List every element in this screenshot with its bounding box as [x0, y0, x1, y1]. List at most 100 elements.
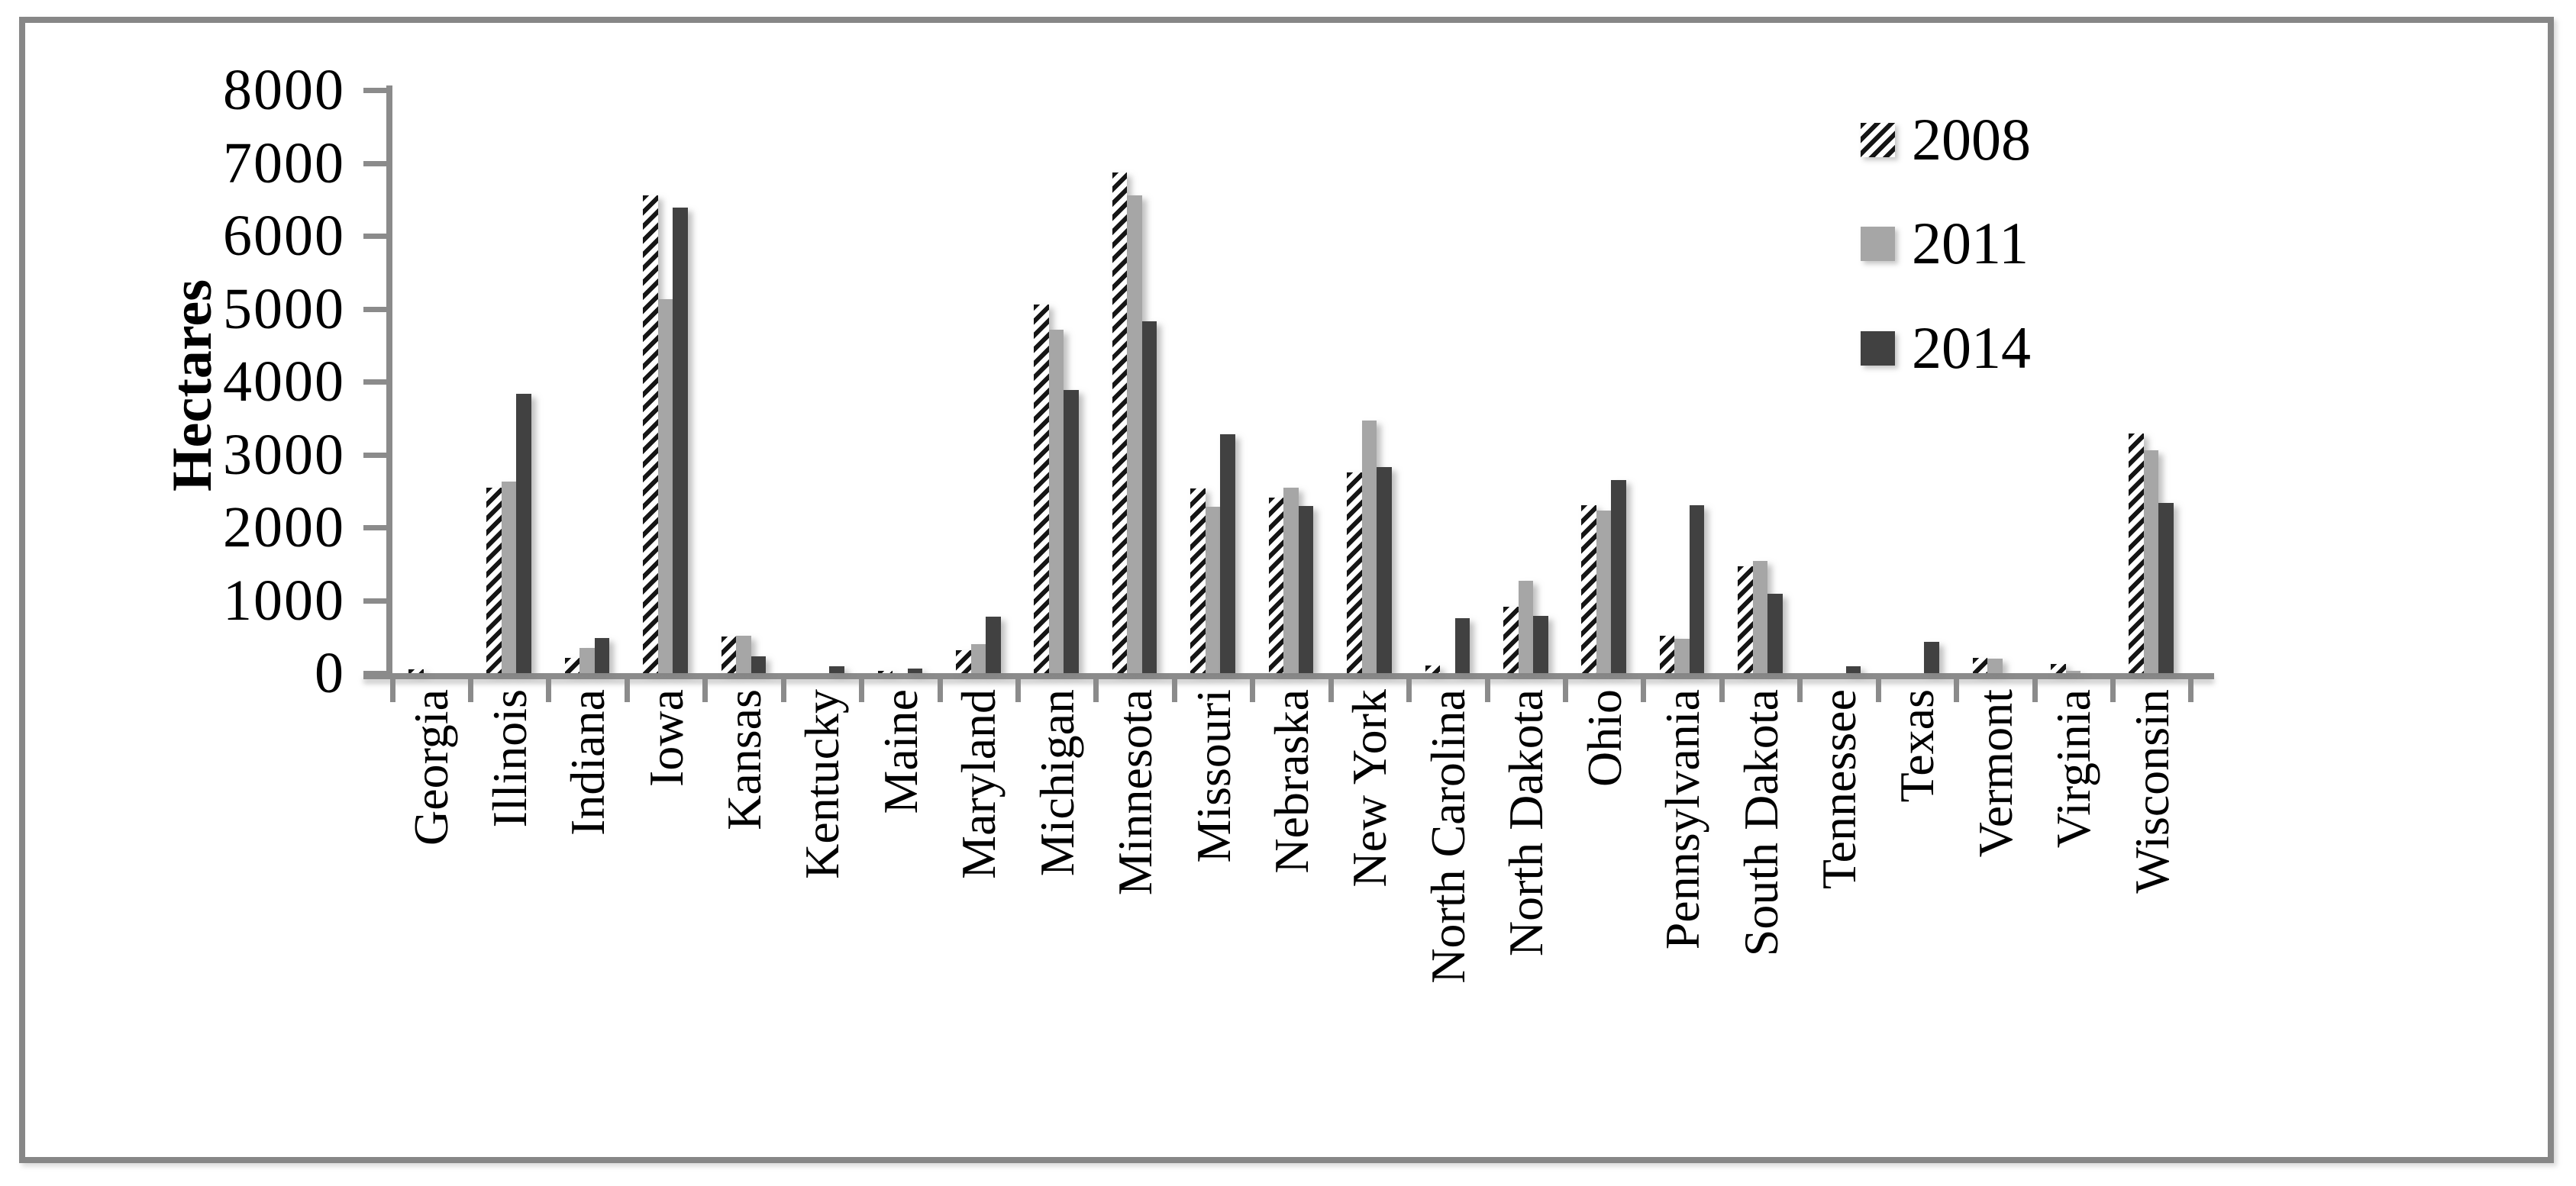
x-tick-label: New York [1342, 689, 1397, 888]
x-tick-mark [1328, 679, 1334, 702]
legend-item-2014: 2014 [1861, 318, 2031, 378]
x-tick-mark [1719, 679, 1725, 702]
bar-vermont-2011 [1987, 658, 2003, 673]
bar-minnesota-2014 [1141, 321, 1157, 673]
legend-item-2011: 2011 [1861, 214, 2029, 273]
x-tick-mark [624, 679, 630, 702]
x-tick-mark [1015, 679, 1021, 702]
y-tick-mark [363, 160, 388, 166]
bar-georgia-2008 [408, 669, 424, 673]
gray-swatch-icon [1861, 226, 1895, 261]
legend-item-2008: 2008 [1861, 110, 2031, 169]
x-tick-mark [780, 679, 786, 702]
y-tick-label: 8000 [223, 58, 345, 122]
x-tick-label: Tennessee [1811, 689, 1866, 890]
bar-ohio-2014 [1611, 479, 1626, 673]
x-tick-label: Virginia [2046, 689, 2101, 849]
y-tick-mark [363, 525, 388, 530]
x-tick-mark [1484, 679, 1490, 702]
bar-indiana-2011 [579, 647, 595, 673]
bar-missouri-2011 [1205, 507, 1221, 673]
x-tick-mark [2188, 679, 2194, 702]
x-tick-label: Maine [873, 689, 928, 814]
bar-north-dakota-2011 [1518, 580, 1534, 673]
bar-kansas-2008 [721, 637, 737, 673]
x-tick-label: Vermont [1968, 689, 2022, 858]
y-tick-mark [363, 306, 388, 312]
x-tick-mark [937, 679, 943, 702]
bar-illinois-2011 [501, 481, 517, 673]
bar-texas-2014 [1924, 641, 1939, 673]
bar-michigan-2008 [1034, 304, 1049, 673]
y-tick-label: 0 [315, 641, 345, 705]
y-tick-mark [363, 88, 388, 93]
x-tick-mark [1562, 679, 1568, 702]
x-tick-mark [1171, 679, 1177, 702]
y-tick-label: 5000 [223, 276, 345, 341]
bar-missouri-2014 [1220, 433, 1235, 673]
y-axis-line [386, 85, 392, 679]
x-tick-label: Nebraska [1264, 689, 1319, 874]
y-tick-label: 1000 [223, 568, 345, 633]
bar-indiana-2008 [564, 657, 580, 673]
x-tick-label: Minnesota [1108, 689, 1163, 896]
y-tick-mark [363, 598, 388, 604]
x-tick-mark [1875, 679, 1881, 702]
bar-wisconsin-2014 [2158, 503, 2174, 673]
bar-north-carolina-2014 [1454, 618, 1470, 673]
x-tick-mark [389, 679, 395, 702]
x-axis-line [363, 673, 2214, 679]
x-tick-mark [467, 679, 473, 702]
bar-north-dakota-2014 [1533, 615, 1548, 673]
x-tick-mark [546, 679, 552, 702]
bar-kansas-2011 [736, 636, 751, 673]
y-tick-mark [363, 379, 388, 385]
bar-maine-2008 [877, 671, 893, 673]
bar-north-dakota-2008 [1503, 607, 1519, 673]
bar-iowa-2008 [643, 195, 658, 673]
bar-south-dakota-2014 [1767, 593, 1783, 673]
x-tick-label: Missouri [1186, 689, 1241, 863]
y-tick-label: 4000 [223, 350, 345, 414]
bar-new-york-2014 [1377, 466, 1392, 673]
bar-wisconsin-2008 [2129, 433, 2144, 673]
bar-north-carolina-2008 [1425, 666, 1441, 673]
bar-pennsylvania-2008 [1659, 636, 1675, 673]
bar-nebraska-2011 [1283, 488, 1299, 673]
bar-michigan-2014 [1064, 390, 1079, 673]
x-tick-mark [702, 679, 709, 702]
bar-virginia-2011 [2065, 671, 2081, 673]
x-tick-mark [859, 679, 865, 702]
y-tick-mark [363, 671, 388, 676]
x-tick-label: Iowa [638, 689, 693, 787]
hatch-swatch-icon [1861, 122, 1895, 157]
bar-south-dakota-2011 [1752, 560, 1768, 673]
bar-indiana-2014 [594, 638, 610, 673]
x-tick-label: Illinois [482, 689, 537, 828]
bar-kentucky-2014 [829, 666, 844, 673]
bar-iowa-2014 [673, 207, 688, 673]
x-tick-mark [1406, 679, 1412, 702]
x-tick-label: Texas [1890, 689, 1945, 803]
bar-south-dakota-2008 [1738, 566, 1753, 673]
x-tick-label: Georgia [404, 689, 459, 846]
x-tick-label: North Dakota [1499, 689, 1554, 957]
x-tick-label: Kentucky [795, 689, 850, 879]
y-tick-label: 2000 [223, 495, 345, 559]
bar-nebraska-2014 [1298, 506, 1314, 673]
bar-virginia-2008 [2051, 663, 2066, 673]
x-tick-mark [1250, 679, 1256, 702]
x-tick-label: Kansas [716, 689, 771, 830]
bar-pennsylvania-2011 [1674, 639, 1690, 673]
x-tick-label: Wisconsin [2124, 689, 2179, 894]
x-tick-mark [1797, 679, 1803, 702]
bar-vermont-2008 [1972, 657, 1988, 673]
x-tick-mark [1954, 679, 1960, 702]
bar-ohio-2008 [1581, 505, 1596, 673]
bar-illinois-2014 [516, 394, 531, 673]
bar-new-york-2008 [1347, 472, 1362, 673]
bar-illinois-2008 [486, 488, 502, 673]
bar-kansas-2014 [751, 656, 767, 673]
x-tick-label: Maryland [951, 689, 1006, 879]
